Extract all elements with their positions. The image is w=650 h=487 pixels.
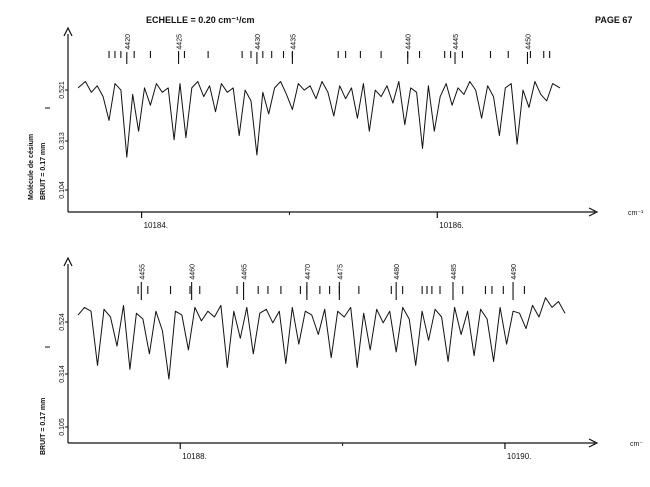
panel1-y-tick-label: 0.521 [59, 81, 66, 99]
panel2-y-tick-label: 0.314 [59, 365, 66, 383]
panel1-line-number: 4445 [453, 34, 460, 50]
panel2-line-number: 4470 [305, 264, 312, 280]
page-label: PAGE 67 [595, 15, 633, 25]
panel2-line-number: 4475 [337, 264, 344, 280]
panel2-x-unit-label: cm⁻ [630, 441, 643, 448]
panel1-y-tick-label: 0.104 [59, 181, 66, 199]
panel2-line-number: 4485 [451, 264, 458, 280]
panel1-line-number: 4450 [525, 34, 532, 50]
panel2-line-number: 4455 [139, 264, 146, 280]
panel2-y-tick-label: 0.105 [59, 418, 66, 436]
panel1-x-tick-label: 10186. [439, 221, 463, 230]
scale-label: ECHELLE = 0.20 cm⁻¹/cm [146, 15, 255, 25]
panel2-x-tick-label: 10188. [182, 452, 206, 461]
panel1-line-number: 4425 [177, 34, 184, 50]
panel2-x-tick-label: 10190. [507, 452, 531, 461]
panel1-x-tick-label: 10184. [144, 221, 168, 230]
panel1-line-number: 4435 [290, 34, 297, 50]
panel2-x-arrow [588, 438, 599, 448]
panel2-line-number: 4460 [190, 264, 197, 280]
panel1-spectrum-line [77, 81, 561, 158]
panel2-line-number: 4480 [394, 264, 401, 280]
panel1-y-tick-label: 0.313 [59, 132, 66, 150]
panel2-y-tick-label: 0.524 [59, 313, 66, 331]
panel1-line-number: 4430 [255, 34, 262, 50]
panel1-y-arrow [63, 26, 73, 37]
panel1-line-number: 4420 [125, 34, 132, 50]
panel2-line-number: 4465 [242, 264, 249, 280]
panel2-spectrum-line [77, 297, 566, 380]
panel1-line-number: 4440 [406, 34, 413, 50]
panel1-y-axis-label: I [45, 107, 52, 109]
panel2-y-arrow [63, 256, 73, 267]
panel1-x-arrow [588, 207, 599, 217]
panel1-x-unit-label: cm⁻¹ [628, 210, 644, 217]
panel2-y-axis-label: I [45, 346, 52, 348]
panel2-line-number: 4490 [511, 264, 518, 280]
